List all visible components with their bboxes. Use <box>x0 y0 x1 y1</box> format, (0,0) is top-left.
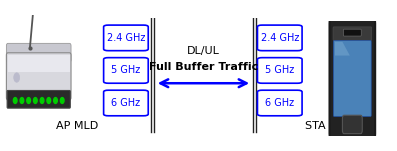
FancyBboxPatch shape <box>6 53 71 100</box>
Polygon shape <box>8 55 69 72</box>
Text: 5 GHz: 5 GHz <box>265 65 295 76</box>
FancyBboxPatch shape <box>258 25 302 51</box>
Circle shape <box>20 98 24 103</box>
Circle shape <box>47 98 50 103</box>
FancyBboxPatch shape <box>330 17 375 140</box>
Circle shape <box>14 73 19 82</box>
Text: AP MLD: AP MLD <box>56 121 98 131</box>
Circle shape <box>60 98 64 103</box>
FancyBboxPatch shape <box>333 27 372 41</box>
Polygon shape <box>335 42 350 56</box>
FancyBboxPatch shape <box>258 58 302 83</box>
Circle shape <box>27 98 31 103</box>
Text: STA MLD: STA MLD <box>305 121 354 131</box>
Text: 6 GHz: 6 GHz <box>265 98 294 108</box>
Text: 5 GHz: 5 GHz <box>111 65 141 76</box>
Text: 2.4 GHz: 2.4 GHz <box>260 33 299 43</box>
Circle shape <box>40 98 44 103</box>
Text: DL/UL: DL/UL <box>187 46 220 56</box>
Text: 2.4 GHz: 2.4 GHz <box>107 33 145 43</box>
Text: 6 GHz: 6 GHz <box>112 98 141 108</box>
Text: Full Buffer Traffic: Full Buffer Traffic <box>149 62 258 72</box>
Circle shape <box>13 98 17 103</box>
FancyBboxPatch shape <box>6 43 71 62</box>
FancyBboxPatch shape <box>7 90 70 108</box>
FancyBboxPatch shape <box>104 90 148 116</box>
FancyBboxPatch shape <box>104 58 148 83</box>
FancyBboxPatch shape <box>333 41 371 116</box>
FancyBboxPatch shape <box>343 29 361 36</box>
FancyBboxPatch shape <box>104 25 148 51</box>
FancyBboxPatch shape <box>342 115 362 134</box>
Circle shape <box>33 98 37 103</box>
Circle shape <box>54 98 57 103</box>
FancyBboxPatch shape <box>258 90 302 116</box>
